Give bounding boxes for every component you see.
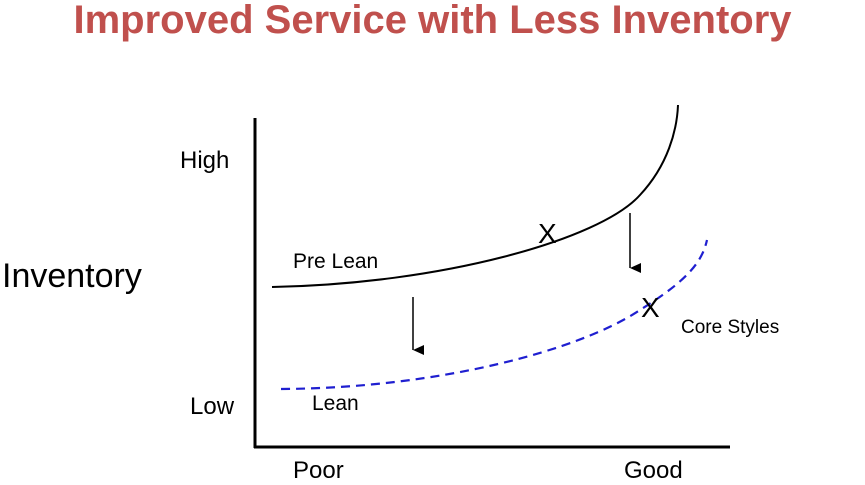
pre-lean-marker: X	[538, 218, 557, 249]
page-title: Improved Service with Less Inventory	[73, 0, 792, 42]
lean-label: Lean	[312, 392, 359, 415]
x-good-label: Good	[624, 457, 683, 484]
x-poor-label: Poor	[293, 457, 344, 484]
core-styles-label: Core Styles	[681, 317, 780, 338]
y-low-label: Low	[190, 393, 235, 420]
lean-curve	[280, 239, 709, 391]
pre-lean-label: Pre Lean	[293, 250, 379, 273]
y-axis-label: Inventory	[2, 257, 142, 295]
pre-lean-curve	[271, 104, 679, 288]
y-high-label: High	[180, 147, 230, 174]
core-styles-marker: X	[641, 292, 660, 323]
